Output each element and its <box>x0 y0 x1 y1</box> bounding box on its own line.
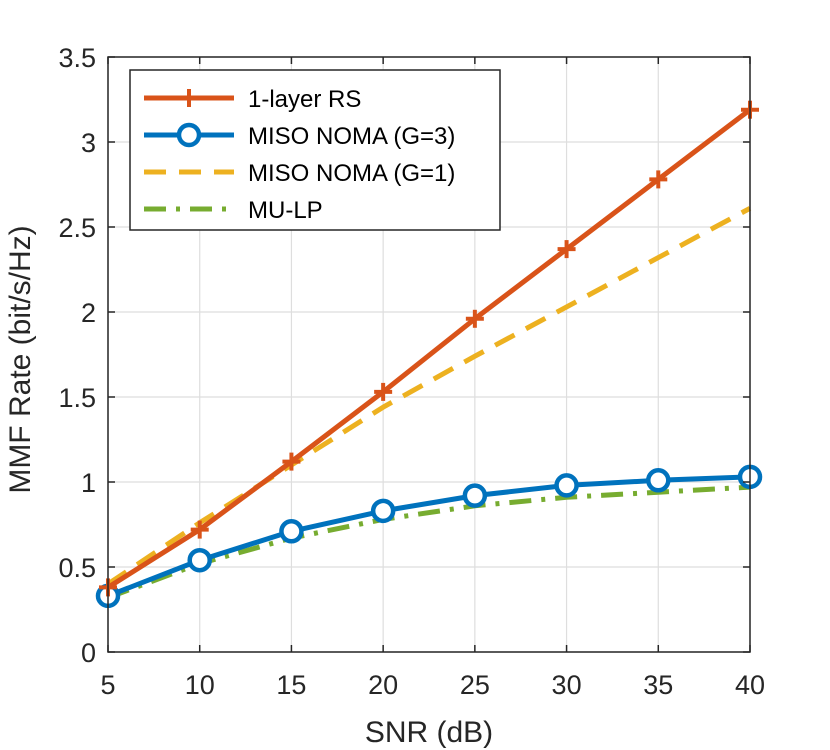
data-point <box>554 473 579 498</box>
x-tick-label: 5 <box>100 670 115 700</box>
data-point <box>465 309 484 328</box>
legend-label: MISO NOMA (G=3) <box>248 123 455 150</box>
y-axis-label: MMF Rate (bit/s/Hz) <box>4 225 37 493</box>
legend-entry-miso-noma-g-1: MISO NOMA (G=1) <box>144 160 455 187</box>
y-tick-label: 2 <box>81 298 96 328</box>
data-point <box>282 452 301 471</box>
tick-labels: 5 10 15 20 25 30 35 40 0 0.5 1 1.5 2 2.5 3 3.5 <box>58 43 765 700</box>
x-tick-label: 20 <box>368 670 398 700</box>
data-point <box>279 519 304 544</box>
series-line <box>107 474 751 599</box>
data-point <box>187 547 212 573</box>
axes-box <box>107 56 751 653</box>
legend-label: 1-layer RS <box>248 86 361 113</box>
legend-entry-miso-noma-g-3: MISO NOMA (G=3) <box>144 122 455 150</box>
data-point <box>462 483 488 508</box>
legend-label: MISO NOMA (G=1) <box>248 160 455 187</box>
legend-entry-1-layer-rs: 1-layer RS <box>144 86 361 113</box>
x-tick-label: 40 <box>735 670 765 700</box>
axes <box>107 56 751 653</box>
y-tick-label: 2.5 <box>58 213 96 243</box>
y-tick-label: 3.5 <box>58 43 96 73</box>
x-tick-label: 10 <box>185 670 215 700</box>
y-tick-label: 0 <box>81 638 96 668</box>
series-line <box>107 484 751 600</box>
data-point <box>646 468 671 493</box>
data-point <box>557 240 576 259</box>
y-tick-label: 3 <box>81 128 96 158</box>
legend: 1-layer RS MISO NOMA (G=3) MISO NOMA (G=1)… <box>129 69 501 231</box>
data-point <box>374 382 393 401</box>
legend-entry-mu-lp: MU-LP <box>144 197 323 224</box>
data-point <box>190 520 209 539</box>
y-tick-label: 1 <box>81 468 96 498</box>
series-line <box>106 107 752 590</box>
x-tick-label: 30 <box>552 670 582 700</box>
x-tick-label: 15 <box>276 670 306 700</box>
data-point <box>649 170 668 189</box>
series-miso-noma-g-3 <box>95 464 763 609</box>
legend-marker <box>176 122 202 148</box>
legend-label: MU-LP <box>248 197 323 224</box>
series-mu-lp <box>107 484 751 600</box>
x-axis-label: SNR (dB) <box>365 716 493 749</box>
x-tick-label: 25 <box>460 670 490 700</box>
data-point <box>370 498 396 524</box>
y-tick-label: 1.5 <box>58 383 96 413</box>
x-tick-label: 35 <box>643 670 673 700</box>
y-tick-label: 0.5 <box>58 553 96 583</box>
